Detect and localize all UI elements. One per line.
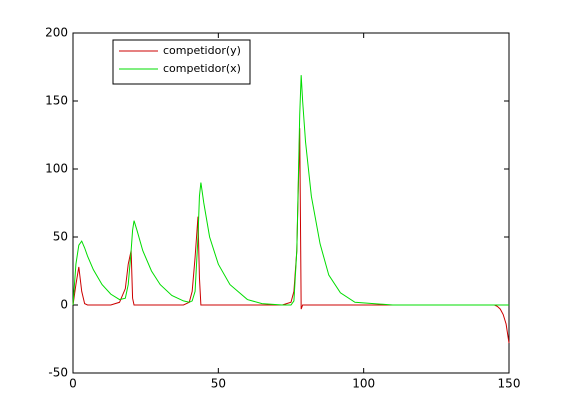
y-tick-label: -50	[48, 366, 68, 380]
x-tick-label: 150	[498, 377, 521, 391]
x-tick-label: 100	[352, 377, 375, 391]
x-tick-label: 0	[69, 377, 77, 391]
series-line	[72, 128, 510, 344]
legend: competidor(y) competidor(x)	[112, 39, 251, 85]
plot-area	[72, 32, 510, 374]
y-tick-label: 0	[60, 298, 68, 312]
y-tick-label: 100	[45, 162, 68, 176]
series-line	[72, 75, 509, 306]
y-tick-label: 200	[45, 26, 68, 40]
legend-label: competidor(x)	[163, 62, 241, 75]
y-tick-label: 50	[53, 230, 68, 244]
legend-label: competidor(y)	[163, 44, 241, 57]
x-tick-label: 50	[211, 377, 226, 391]
y-tick-label: 150	[45, 94, 68, 108]
legend-box	[112, 39, 251, 85]
